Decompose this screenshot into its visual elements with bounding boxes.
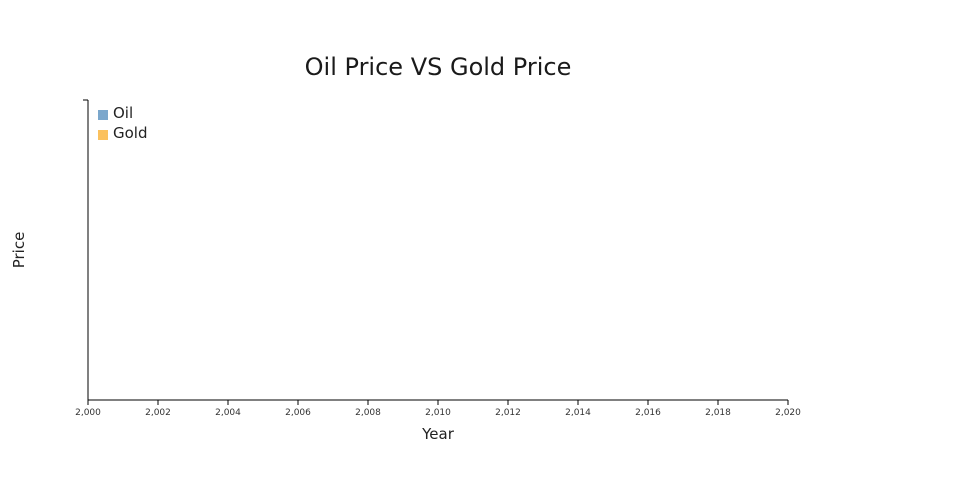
legend-label-oil[interactable]: Oil: [113, 104, 133, 122]
legend-swatch-gold[interactable]: [98, 130, 108, 140]
legend-swatch-oil[interactable]: [98, 110, 108, 120]
x-tick-label: 2,018: [705, 408, 731, 418]
chart-title: Oil Price VS Gold Price: [305, 53, 572, 81]
x-tick-label: 2,020: [775, 408, 801, 418]
x-tick-label: 2,012: [495, 408, 521, 418]
x-tick-label: 2,006: [285, 408, 311, 418]
x-tick-label: 2,004: [215, 408, 241, 418]
y-axis-title: Price: [10, 232, 28, 269]
x-tick-label: 2,010: [425, 408, 451, 418]
legend: Oil Gold: [98, 104, 148, 142]
x-tick-label: 2,002: [145, 408, 171, 418]
x-tick-label: 2,000: [75, 408, 101, 418]
x-axis-title: Year: [421, 425, 455, 443]
legend-label-gold[interactable]: Gold: [113, 124, 148, 142]
x-tick-label: 2,016: [635, 408, 661, 418]
x-axis-ticks: 2,000 2,002 2,004 2,006 2,008 2,010 2,012 2,014…: [75, 400, 801, 418]
x-tick-label: 2,008: [355, 408, 381, 418]
x-tick-label: 2,014: [565, 408, 591, 418]
